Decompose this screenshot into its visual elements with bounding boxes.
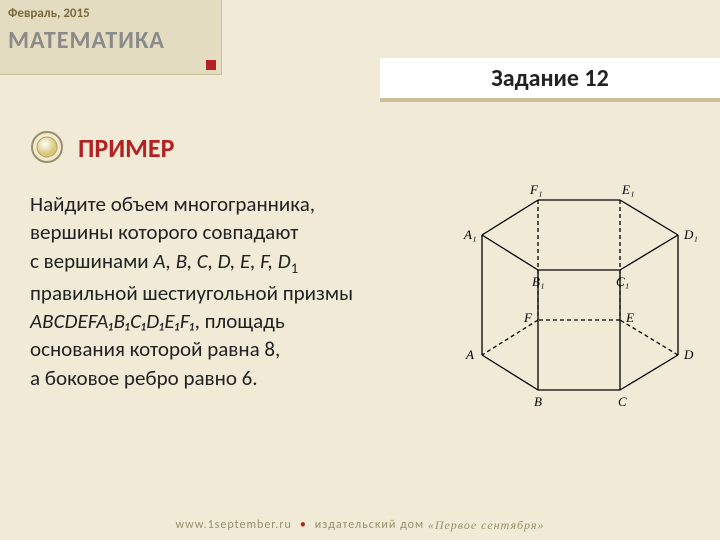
body-line1: Найдите объем многогранника, [30,191,315,217]
body-line2: вершины которого совпадают [30,219,298,245]
example-title: ПРИМЕР [78,132,174,164]
svg-text:E₁: E₁ [621,182,634,197]
svg-text:B₁: B₁ [532,274,544,289]
body-line3-sub: 1 [291,259,298,277]
date-label: Февраль, 2015 [8,6,90,21]
body-line6: основания которой равна 8, [30,336,280,362]
body-line3-vars: A, B, C, D, E, F, D [153,248,290,274]
corner-mark [206,60,216,70]
problem-text: Найдите объем многогранника, вершины кот… [30,190,460,392]
header-banner: Февраль, 2015 МАТЕМАТИКА [0,0,222,75]
svg-text:C₁: C₁ [616,274,629,289]
svg-text:D: D [683,347,694,362]
task-banner: Задание 12 [380,58,720,102]
svg-text:E: E [625,310,634,325]
footer: www.1september.ru • издательский дом «Пе… [0,510,720,540]
bullet-icon [30,130,64,164]
svg-text:C: C [618,394,627,409]
svg-text:A₁: A₁ [463,227,476,242]
subject-label: МАТЕМАТИКА [8,26,165,55]
body-line3-pre: с вершинами [30,248,153,274]
footer-publisher-brand: «Первое сентября» [428,518,545,533]
task-label: Задание 12 [491,64,609,93]
body-line7: а боковое ребро равно 6. [30,365,258,391]
svg-text:B: B [534,394,542,409]
body-line5-vars: ABCDEFA₁B₁C₁D₁E₁F₁ [30,308,195,334]
svg-text:A: A [465,347,474,362]
svg-text:D₁: D₁ [683,227,698,242]
hexagonal-prism-diagram: A₁ B₁ C₁ D₁ E₁ F₁ A B C D E F [460,175,700,415]
svg-text:F₁: F₁ [529,182,542,197]
footer-publisher-pre: издательский дом [315,518,424,532]
body-line4: правильной шестиугольной призмы [30,280,353,306]
footer-url: www.1september.ru [176,518,292,532]
footer-separator-icon: • [300,518,307,532]
svg-text:F: F [523,310,533,325]
body-line5-post: , площадь [195,308,285,334]
